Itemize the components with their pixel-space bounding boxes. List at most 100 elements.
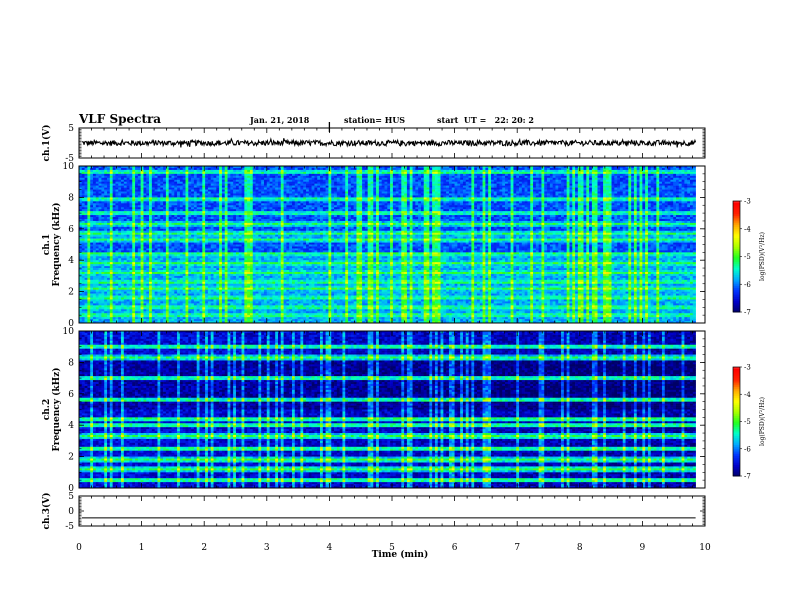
spectrogram-cell — [160, 256, 164, 259]
spectrogram-cell — [115, 238, 119, 241]
spectrogram-cell — [149, 166, 153, 169]
spectrogram-cell — [90, 307, 94, 310]
spectrogram-cell — [174, 222, 178, 226]
spectrogram-cell — [129, 181, 133, 184]
spectrogram-cell — [135, 317, 139, 320]
spectrogram-cell — [121, 315, 125, 318]
spectrogram-cell — [174, 266, 178, 269]
spectrogram-cell — [241, 252, 245, 255]
spectrogram-cell — [87, 226, 91, 230]
spectrogram-cell — [79, 256, 83, 259]
spectrogram-cell — [107, 189, 111, 192]
spectrogram-cell — [207, 213, 212, 216]
spectrogram-cell — [160, 199, 164, 202]
spectrogram-cell — [179, 244, 183, 247]
spectrogram-cell — [132, 199, 136, 202]
spectrogram-cell — [112, 185, 116, 188]
spectrogram-cell — [219, 287, 223, 290]
spectrogram-cell — [109, 191, 113, 194]
spectrogram-cell — [115, 281, 119, 285]
spectrogram-cell — [146, 271, 150, 275]
spectrogram-cell — [224, 242, 228, 245]
spectrogram-cell — [129, 319, 133, 322]
spectrogram-cell — [221, 307, 226, 310]
spectrogram-cell — [101, 234, 105, 237]
spectrogram-cell — [115, 191, 119, 194]
spectrogram-cell — [165, 291, 169, 294]
spectrogram-cell — [182, 169, 186, 173]
spectrogram-cell — [81, 218, 85, 222]
spectrogram-cell — [165, 203, 169, 206]
spectrogram-cell — [157, 187, 161, 190]
spectrogram-cell — [221, 270, 226, 273]
spectrogram-cell — [93, 275, 97, 279]
spectrogram-cell — [123, 313, 127, 316]
spectrogram-cell — [238, 319, 242, 322]
spectrogram-cell — [219, 238, 223, 241]
spectrogram-cell — [205, 185, 209, 188]
spectrogram-cell — [146, 173, 150, 177]
spectrogram-cell — [151, 254, 155, 257]
spectrogram-cell — [107, 277, 111, 281]
spectrogram-cell — [109, 293, 113, 296]
spectrogram-cell — [193, 277, 198, 281]
spectrogram-cell — [224, 213, 228, 216]
spectrogram-cell — [179, 169, 183, 173]
spectrogram-cell — [171, 266, 175, 269]
spectrogram-cell — [168, 252, 172, 255]
spectrogram-cell — [157, 209, 161, 212]
spectrogram-cell — [227, 252, 231, 255]
spectrogram-cell — [151, 309, 155, 312]
spectrogram-cell — [205, 226, 209, 230]
spectrogram-cell — [129, 234, 133, 237]
spectrogram-cell — [98, 264, 102, 267]
spectrogram-cell — [79, 240, 83, 243]
spectrogram-cell — [227, 301, 231, 304]
spectrogram-cell — [238, 226, 242, 230]
spectrogram-cell — [224, 230, 228, 234]
spectrogram-cell — [107, 238, 111, 241]
spectrogram-cell — [219, 256, 223, 259]
spectrogram-cell — [241, 207, 245, 210]
spectrogram-cell — [84, 222, 88, 226]
spectrogram-cell — [157, 299, 161, 302]
spectrogram-cell — [79, 193, 83, 196]
spectrogram-cell — [238, 250, 242, 253]
spectrogram-cell — [244, 238, 248, 241]
spectrogram-cell — [191, 291, 195, 294]
spectrogram-cell — [196, 303, 200, 306]
spectrogram-cell — [205, 262, 209, 265]
spectrogram-cell — [219, 187, 223, 190]
spectrogram-cell — [129, 254, 133, 257]
spectrogram-cell — [90, 213, 94, 216]
spectrogram-cell — [137, 264, 141, 267]
spectrogram-cell — [193, 171, 198, 175]
spectrogram-cell — [95, 266, 99, 269]
spectrogram-cell — [143, 273, 147, 277]
spectrogram-cell — [101, 271, 105, 275]
spectrogram-cell — [160, 213, 164, 216]
spectrogram-cell — [154, 222, 158, 226]
spectrogram-cell — [244, 232, 248, 235]
spectrogram-cell — [149, 299, 153, 302]
spectrogram-cell — [98, 283, 102, 287]
spectrogram-cell — [118, 234, 122, 237]
spectrogram-cell — [168, 207, 172, 210]
spectrogram-cell — [90, 295, 94, 298]
spectrogram-cell — [115, 270, 119, 273]
spectrogram-cell — [196, 175, 200, 179]
spectrogram-cell — [210, 250, 214, 253]
spectrogram-cell — [95, 301, 99, 304]
spectrogram-cell — [213, 319, 217, 322]
spectrogram-cell — [157, 303, 161, 306]
spectrogram-cell — [193, 252, 198, 255]
spectrogram-cell — [98, 258, 102, 261]
spectrogram-cell — [115, 317, 119, 320]
spectrogram-cell — [115, 268, 119, 271]
spectrogram-cell — [213, 166, 217, 169]
spectrogram-cell — [163, 205, 167, 208]
spectrogram-cell — [146, 303, 150, 306]
station-label: station= HUS — [344, 115, 405, 125]
spectrogram-cell — [81, 220, 85, 224]
spectrogram-cell — [143, 205, 147, 208]
